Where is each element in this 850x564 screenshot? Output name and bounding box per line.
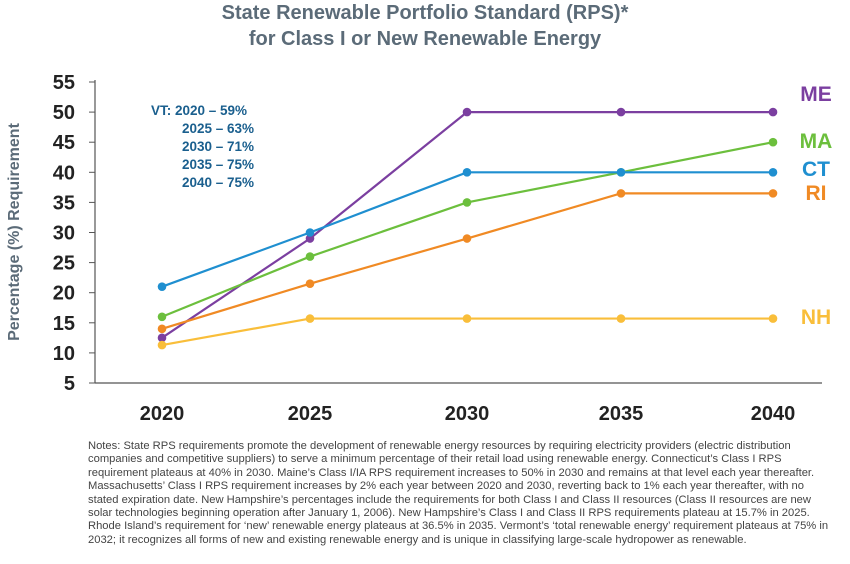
x-tick-label: 2030 [445,403,490,425]
x-tick-label: 2040 [751,403,796,425]
data-point-nh [616,314,626,323]
data-point-nh [157,340,167,350]
data-point-ct [616,168,626,177]
data-point-ri [768,189,778,198]
data-point-ma [462,198,472,207]
series-label-me: ME [800,83,832,106]
y-tick-label: 40 [53,162,75,184]
series-line-ri [161,192,773,330]
chart-title: State Renewable Portfolio Standard (RPS)… [221,2,629,24]
x-tick-label: 2035 [599,403,644,425]
y-tick-label: 5 [64,373,75,395]
y-tick-label: 35 [53,192,75,214]
vt-annotation-line: 2030 – 71% [182,139,254,154]
data-point-nh [768,314,778,323]
series-label-ri: RI [806,182,827,205]
x-tick-label: 2025 [288,403,333,425]
y-tick-label: 55 [53,72,75,94]
vt-annotation-line: 2025 – 63% [182,121,254,136]
data-point-ri [157,324,167,334]
data-point-nh [305,314,315,323]
data-point-me [305,234,315,243]
vt-annotation-line: 2040 – 75% [182,175,254,190]
data-point-ri [305,279,315,288]
y-tick-label: 10 [53,343,75,365]
x-tick-label: 2020 [140,403,185,425]
data-point-me [157,333,167,343]
y-tick-label: 30 [53,223,75,245]
y-tick-label: 25 [53,253,75,275]
series-label-ct: CT [802,158,830,181]
data-point-ct [305,228,315,237]
y-tick-label: 20 [53,283,75,305]
vt-annotation-line: VT: 2020 – 59% [151,103,247,118]
y-tick-label: 50 [53,102,75,124]
data-point-ct [768,168,778,177]
data-point-ma [157,312,167,322]
chart-subtitle: for Class I or New Renewable Energy [248,28,602,50]
y-tick-label: 45 [53,132,75,154]
data-point-me [462,107,472,117]
series-label-nh: NH [801,306,831,329]
data-point-ma [305,252,315,261]
data-point-nh [462,314,472,323]
data-point-ct [462,168,472,177]
data-point-ri [462,234,472,243]
data-point-me [768,107,778,117]
data-point-me [616,107,626,117]
data-point-ma [768,137,778,147]
y-tick-label: 15 [53,313,75,335]
data-point-ri [616,189,626,198]
data-point-ct [157,282,167,291]
vt-annotation-line: 2035 – 75% [182,157,254,172]
chart-notes: Notes: State RPS requirements promote th… [88,440,829,546]
series-label-ma: MA [800,130,833,153]
y-axis-label: Percentage (%) Requirement [6,122,23,341]
